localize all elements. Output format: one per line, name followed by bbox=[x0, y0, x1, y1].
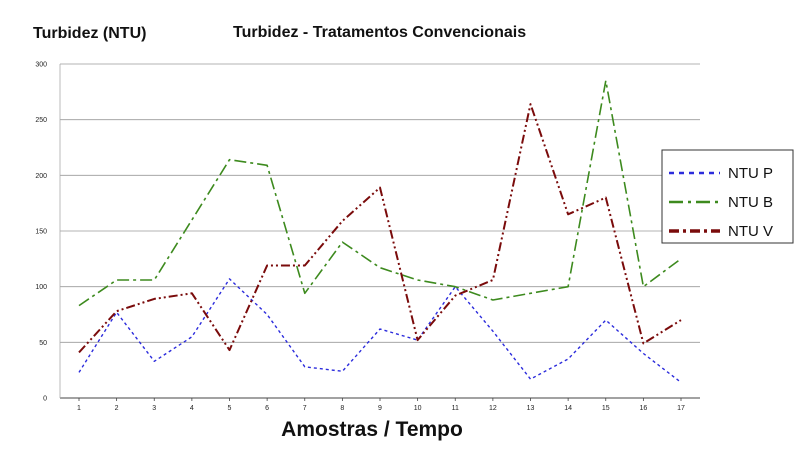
x-tick-label: 17 bbox=[677, 405, 685, 412]
series-line-ntu-b bbox=[78, 79, 682, 307]
series-line-ntu-p bbox=[78, 278, 682, 383]
x-tick-label: 12 bbox=[489, 405, 497, 412]
y-tick-labels: 0 50 100 150 200 250 300 bbox=[35, 62, 47, 403]
y-tick-label: 300 bbox=[35, 62, 47, 69]
legend: NTU P NTU B NTU V bbox=[661, 149, 794, 244]
x-tick-labels: 1 2 3 4 5 6 7 8 9 10 11 12 13 14 15 16 17 bbox=[77, 398, 685, 412]
x-tick-label: 16 bbox=[639, 405, 647, 412]
y-tick-label: 100 bbox=[35, 284, 47, 291]
x-tick-label: 14 bbox=[564, 405, 572, 412]
x-tick-label: 8 bbox=[340, 405, 344, 412]
x-tick-label: 9 bbox=[378, 405, 382, 412]
legend-label: NTU V bbox=[728, 223, 773, 240]
y-tick-label: 200 bbox=[35, 173, 47, 180]
y-tick-label: 150 bbox=[35, 229, 47, 236]
x-tick-label: 6 bbox=[265, 405, 269, 412]
x-tick-label: 2 bbox=[115, 405, 119, 412]
x-tick-label: 11 bbox=[452, 405, 459, 412]
x-tick-label: 10 bbox=[414, 405, 422, 412]
x-axis-title: Amostras / Tempo bbox=[281, 418, 463, 441]
x-tick-label: 3 bbox=[152, 405, 156, 412]
y-tick-label: 50 bbox=[39, 340, 47, 347]
y-tick-label: 250 bbox=[35, 117, 47, 124]
chart-title: Turbidez - Tratamentos Convencionais bbox=[233, 24, 526, 41]
gridlines bbox=[60, 63, 700, 343]
series-lines bbox=[78, 79, 682, 383]
legend-label: NTU P bbox=[728, 165, 773, 182]
x-tick-label: 13 bbox=[527, 405, 535, 412]
x-tick-label: 5 bbox=[228, 405, 232, 412]
legend-label: NTU B bbox=[728, 194, 773, 211]
legend-box bbox=[661, 149, 794, 244]
y-tick-label: 0 bbox=[43, 396, 47, 403]
x-tick-label: 4 bbox=[190, 405, 194, 412]
y-axis-title: Turbidez (NTU) bbox=[33, 25, 146, 42]
series-line-ntu-v bbox=[78, 103, 682, 354]
x-tick-label: 15 bbox=[602, 405, 610, 412]
x-tick-label: 1 bbox=[77, 405, 81, 412]
x-tick-label: 7 bbox=[303, 405, 307, 412]
